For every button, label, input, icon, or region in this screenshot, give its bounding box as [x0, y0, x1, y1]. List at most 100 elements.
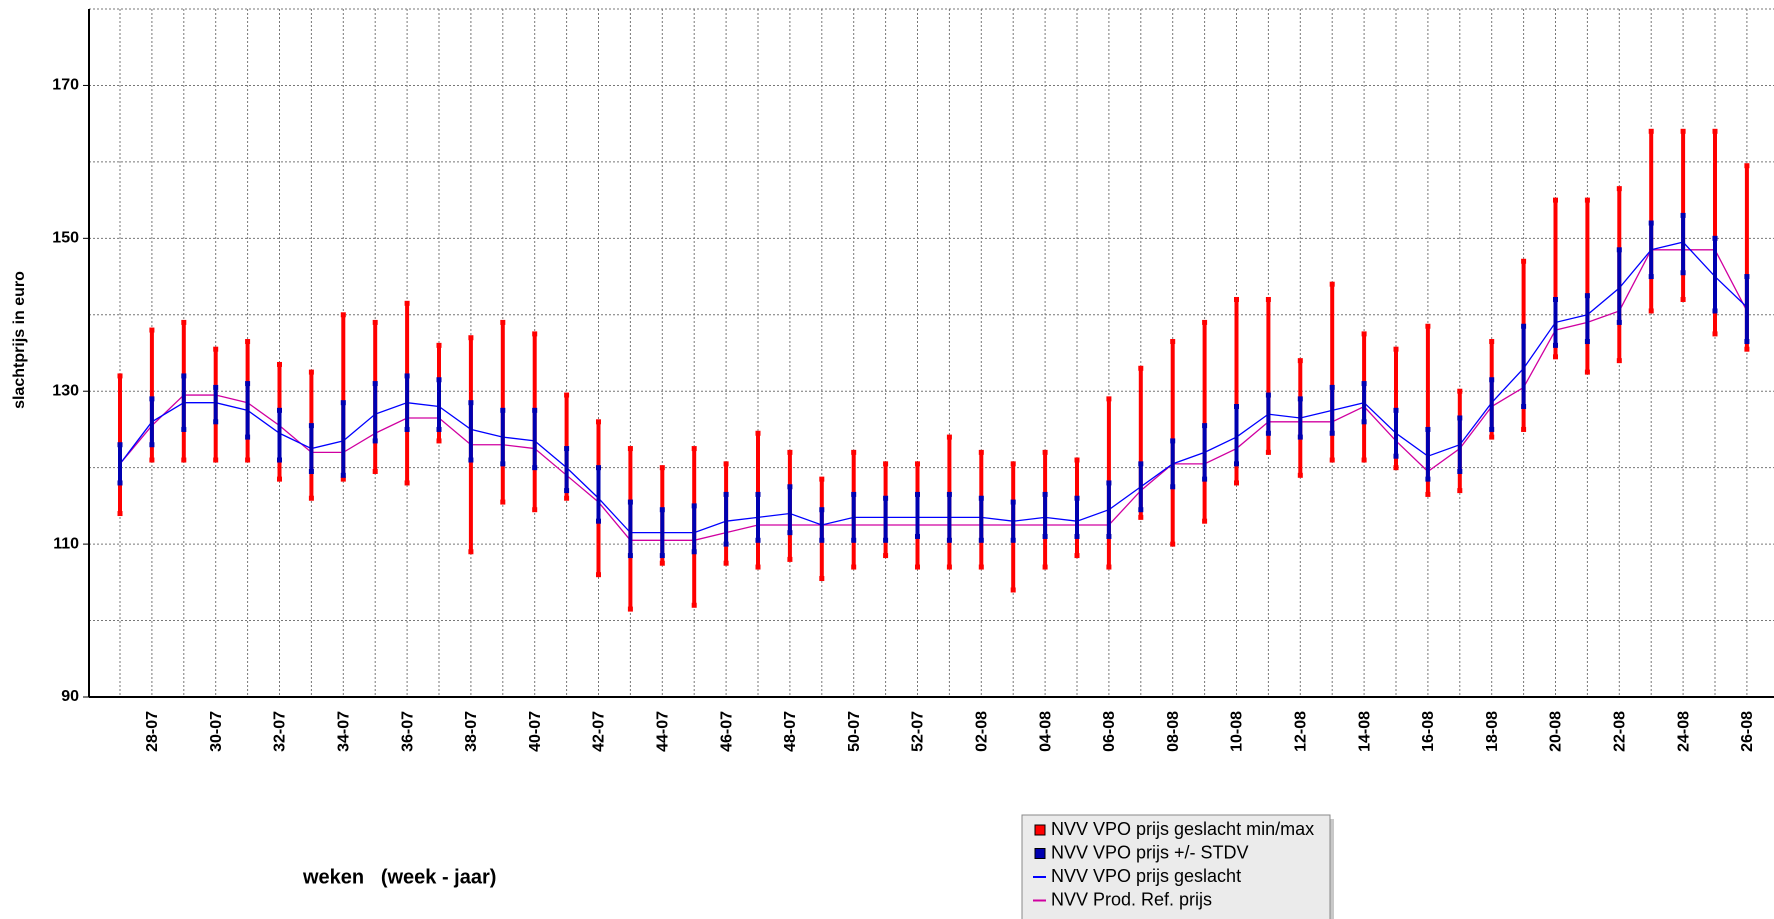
- y-tick-label: 130: [52, 382, 79, 399]
- range-cap: [117, 373, 123, 379]
- range-cap: [691, 602, 697, 608]
- range-cap: [1297, 472, 1303, 478]
- range-cap: [787, 530, 793, 536]
- range-cap: [1361, 419, 1367, 425]
- legend-label: NVV VPO prijs geslacht min/max: [1051, 819, 1314, 839]
- range-cap: [1170, 541, 1176, 547]
- range-cap: [1074, 553, 1080, 559]
- legend-label: NVV VPO prijs +/- STDV: [1051, 842, 1249, 862]
- range-cap: [213, 384, 219, 390]
- x-tick-label: 10-08: [1229, 711, 1246, 752]
- range-cap: [1616, 247, 1622, 253]
- range-cap: [1712, 128, 1718, 134]
- range-cap: [1425, 476, 1431, 482]
- range-cap: [691, 503, 697, 509]
- range-cap: [1202, 518, 1208, 524]
- range-cap: [1010, 499, 1016, 505]
- range-cap: [245, 434, 251, 440]
- range-cap: [1297, 396, 1303, 402]
- range-cap: [1489, 426, 1495, 432]
- range-cap: [627, 553, 633, 559]
- range-cap: [500, 319, 506, 325]
- range-cap: [627, 606, 633, 612]
- range-cap: [596, 518, 601, 524]
- range-cap: [946, 564, 952, 570]
- y-tick-label: 170: [52, 77, 79, 94]
- range-cap: [340, 472, 346, 478]
- range-cap: [213, 419, 219, 425]
- range-cap: [245, 457, 251, 463]
- range-cap: [1744, 339, 1750, 345]
- range-cap: [1106, 480, 1112, 486]
- range-cap: [1616, 319, 1622, 325]
- range-cap: [1329, 384, 1335, 390]
- range-cap: [1042, 533, 1048, 539]
- range-cap: [1712, 308, 1718, 314]
- range-cap: [532, 331, 538, 337]
- range-cap: [1329, 281, 1335, 287]
- range-cap: [1202, 319, 1208, 325]
- range-cap: [277, 361, 282, 367]
- range-cap: [245, 339, 251, 345]
- range-cap: [1616, 186, 1622, 192]
- range-cap: [1297, 358, 1303, 364]
- range-cap: [883, 461, 889, 467]
- range-cap: [1425, 491, 1431, 497]
- range-cap: [1744, 274, 1750, 280]
- range-cap: [659, 465, 665, 471]
- range-cap: [1521, 404, 1527, 410]
- range-cap: [659, 507, 665, 513]
- range-cap: [564, 392, 570, 398]
- range-cap: [181, 457, 187, 463]
- range-cap: [1457, 468, 1463, 474]
- range-cap: [883, 537, 889, 543]
- range-cap: [1106, 396, 1112, 402]
- range-cap: [1553, 197, 1558, 203]
- range-cap: [1361, 381, 1367, 387]
- range-cap: [915, 461, 920, 467]
- range-cap: [1553, 342, 1558, 348]
- range-cap: [245, 381, 251, 387]
- range-cap: [340, 312, 346, 318]
- range-cap: [755, 430, 761, 436]
- range-cap: [404, 373, 410, 379]
- x-tick-label: 36-07: [399, 711, 416, 752]
- x-tick-label: 18-08: [1484, 711, 1501, 752]
- range-cap: [308, 468, 314, 474]
- range-cap: [1393, 453, 1399, 459]
- range-cap: [851, 449, 857, 455]
- x-tick-label: 48-07: [782, 711, 799, 752]
- x-tick-label: 24-08: [1675, 711, 1692, 752]
- range-cap: [213, 457, 219, 463]
- range-cap: [1489, 377, 1495, 383]
- range-cap: [1584, 293, 1590, 299]
- range-cap: [1489, 434, 1495, 440]
- y-axis-label: slachtprijs in euro: [11, 271, 28, 409]
- range-cap: [1680, 296, 1686, 302]
- range-cap: [532, 507, 538, 513]
- range-cap: [500, 461, 506, 467]
- range-cap: [308, 423, 314, 429]
- range-cap: [1457, 388, 1463, 394]
- range-cap: [1297, 434, 1303, 440]
- range-cap: [308, 495, 314, 501]
- range-cap: [978, 564, 984, 570]
- range-cap: [564, 495, 570, 501]
- range-cap: [1234, 480, 1239, 486]
- range-cap: [1361, 331, 1367, 337]
- range-cap: [1361, 457, 1367, 463]
- legend-label: NVV VPO prijs geslacht: [1051, 866, 1241, 886]
- range-cap: [436, 377, 442, 383]
- range-cap: [755, 564, 761, 570]
- range-cap: [596, 419, 601, 425]
- x-tick-label: 34-07: [336, 711, 353, 752]
- range-cap: [1265, 392, 1271, 398]
- range-cap: [915, 564, 920, 570]
- x-tick-label: 06-08: [1101, 711, 1118, 752]
- line: [119, 241, 1748, 534]
- range-cap: [468, 549, 474, 555]
- legend-box: [1021, 814, 1331, 919]
- range-cap: [1680, 128, 1686, 134]
- range-cap: [1489, 339, 1495, 345]
